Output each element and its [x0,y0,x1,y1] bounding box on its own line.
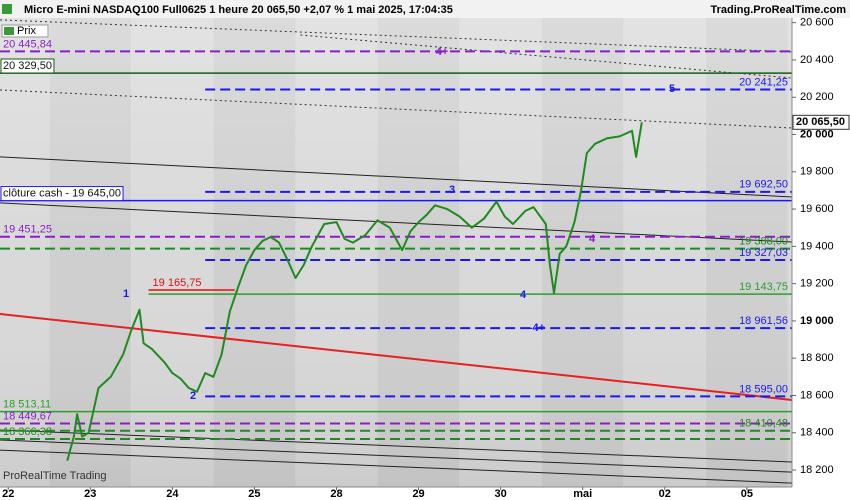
y-tick-label: 19 000 [800,315,834,327]
x-tick-label: 02 [659,488,671,500]
x-tick-label: mai [573,488,592,500]
level-label: 18 449,67 [3,410,52,422]
trend-line [0,89,792,129]
last-price-box [792,114,850,130]
x-tick-label: 25 [248,488,260,500]
y-tick-label: 18 200 [800,464,834,476]
level-label: 20 329,50 [3,60,52,72]
level-label: clôture cash - 19 645,00 [3,188,121,200]
legend-swatch [4,27,14,35]
y-tick-label: 20 600 [800,17,834,29]
level-label: 18 961,56 [739,315,788,327]
level-label-box [0,186,124,202]
level-label: 19 692,50 [739,179,788,191]
level-label: 19 327,03 [739,247,788,259]
level-label: 19 143,75 [739,281,788,293]
x-tick-label: 28 [330,488,342,500]
y-tick-label: 18 600 [800,389,834,401]
level-label: 18 366,38 [3,426,52,438]
last-price-label: 20 065,50 [796,116,845,128]
trend-line [300,34,792,79]
wave-label: -4+ [529,322,545,334]
wave-label: 1 [123,288,129,300]
wave-label: 3 [449,184,455,196]
x-tick-label: 29 [412,488,424,500]
level-label: 20 241,25 [739,76,788,88]
price-line [66,122,643,461]
level-label: 19 451,25 [3,224,52,236]
plot-background [0,18,792,487]
y-tick-label: 19 200 [800,278,834,290]
y-tick-label: 19 400 [800,240,834,252]
wave-label: 4 [520,289,527,301]
source: Trading.ProRealTime.com [710,4,846,16]
trend-line [0,156,792,198]
plot-area [0,19,792,484]
wave-label: 4+ [436,46,449,58]
footer: ProRealTime Trading [3,470,107,482]
trend-line [0,202,792,243]
y-tick-label: 20 400 [800,54,834,66]
level-label: 18 410,48 [739,418,788,430]
y-tick-label: 20 000 [800,128,834,140]
price-axis [792,18,850,487]
level-label: 19 165,75 [153,277,202,289]
time-axis [0,487,850,500]
y-tick-label: 18 400 [800,427,834,439]
y-tick-label: 19 600 [800,203,834,215]
x-tick-label: 30 [495,488,507,500]
level-label: 20 445,84 [3,38,52,50]
level-label: 18 513,11 [3,399,51,411]
trend-line [0,439,792,473]
level-label: 18 595,00 [739,383,788,395]
level-label-box [0,58,55,74]
y-tick-label: 20 200 [800,91,834,103]
x-tick-label: 05 [741,488,753,500]
legend-label: Prix [17,25,36,37]
wave-label: 2 [190,390,196,402]
wave-label: 4 [589,233,596,245]
trend-line [0,429,792,463]
trend-line [0,19,792,53]
band-shade [0,18,792,487]
x-tick-label: 22 [2,488,14,500]
header-bar [0,0,850,18]
header-icon [2,4,12,14]
trend-line [0,449,792,484]
y-tick-label: 18 800 [800,352,834,364]
y-tick-label: 19 800 [800,166,834,178]
x-tick-label: 23 [84,488,96,500]
x-tick-label: 24 [166,488,179,500]
level-label: 19 388,00 [739,235,788,247]
chart-title: Micro E-mini NASDAQ100 Full0625 1 heure … [24,4,453,16]
wave-label: 5 [669,83,675,95]
